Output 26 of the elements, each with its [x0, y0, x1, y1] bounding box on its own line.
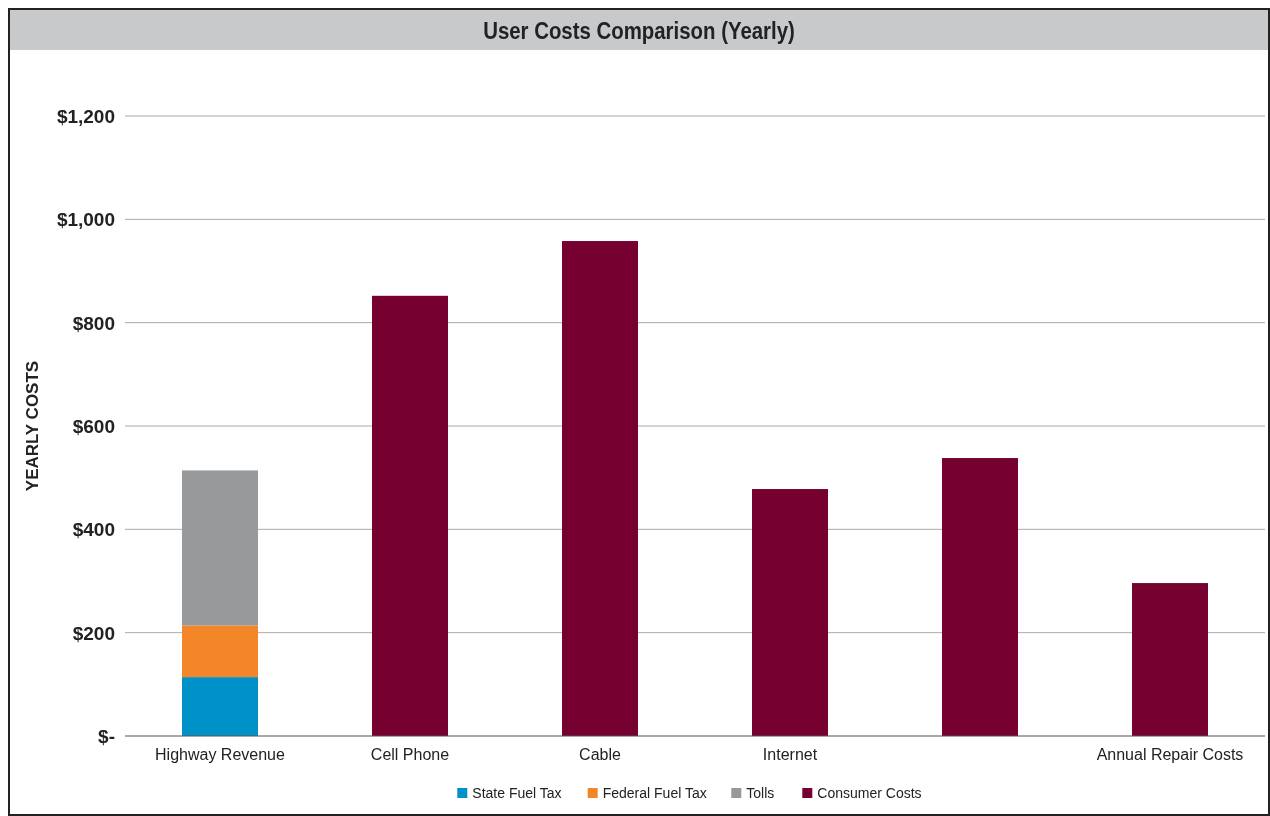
y-tick-label: $200	[72, 622, 115, 644]
bar	[182, 625, 258, 678]
x-tick-label: Internet	[762, 746, 818, 763]
y-tick-label: $1,000	[56, 209, 115, 231]
legend-label: Tolls	[746, 785, 775, 801]
bar	[372, 295, 448, 736]
bar	[752, 489, 828, 736]
x-tick-label: Cell Phone	[370, 746, 450, 763]
legend-label: Federal Fuel Tax	[602, 785, 707, 801]
chart-title: User Costs Comparison (Yearly)	[483, 17, 795, 45]
bar	[182, 470, 258, 626]
bar	[182, 677, 258, 736]
y-tick-label: $400	[72, 519, 115, 541]
y-axis-title: YEARLY COSTS	[23, 360, 42, 492]
y-tick-label: $1,200	[56, 106, 115, 127]
y-tick-label: $-	[98, 726, 115, 747]
x-tick-label: Cable	[579, 746, 621, 763]
legend-label: State Fuel Tax	[472, 785, 562, 801]
bar	[1132, 583, 1208, 736]
y-tick-label: $800	[72, 312, 115, 334]
y-tick-label: $600	[72, 416, 115, 437]
x-tick-label: Annual Repair Costs	[1096, 746, 1244, 763]
bar	[942, 458, 1018, 736]
x-tick-label: Highway Revenue	[155, 746, 286, 763]
legend-label: Consumer Costs	[817, 785, 922, 801]
bar	[562, 241, 638, 736]
